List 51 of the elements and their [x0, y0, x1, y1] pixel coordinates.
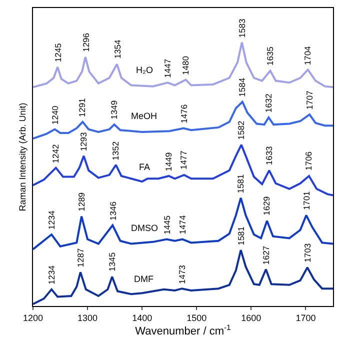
annotation: 1706 — [304, 151, 314, 170]
annotation: 1627 — [261, 246, 272, 265]
annotation: 1633 — [264, 146, 274, 166]
x-tick-label: 1300 — [78, 312, 98, 323]
annotation: 1293 — [78, 132, 88, 152]
annotation: 1476 — [178, 104, 189, 124]
x-tick-label: 1200 — [22, 312, 44, 323]
annotation: 1289 — [76, 192, 87, 212]
annotation: 1474 — [178, 215, 188, 234]
annotation: 1707 — [304, 90, 315, 110]
annotation: 1291 — [77, 98, 88, 118]
series-label: FA — [139, 162, 150, 172]
series-label: DMSO — [131, 223, 158, 233]
annotation: 1701 — [301, 190, 312, 210]
annotation: 1345 — [106, 252, 117, 272]
annotation: 1629 — [262, 196, 272, 216]
annotation: 1704 — [302, 46, 313, 66]
annotation: 1240 — [50, 105, 60, 125]
annotation: 1584 — [237, 78, 248, 97]
annotation: 1581 — [236, 226, 246, 246]
annotation: 1287 — [76, 248, 86, 268]
y-axis-title: Raman Intensity (Arb. Unit) — [17, 102, 28, 212]
annotation: 1582 — [236, 120, 246, 140]
x-tick-label: 1700 — [296, 312, 316, 323]
annotation: 1477 — [178, 150, 189, 170]
annotation: 1632 — [264, 93, 274, 113]
annotation: 1234 — [46, 210, 57, 230]
annotation: 1349 — [109, 100, 120, 120]
annotation: 1581 — [235, 174, 246, 194]
annotation: 1346 — [108, 201, 118, 220]
x-tick-label: 1500 — [186, 312, 207, 323]
annotation: 1447 — [162, 58, 173, 78]
annotation: 1445 — [162, 215, 172, 234]
annotation: 1635 — [265, 46, 276, 66]
annotation: 1354 — [112, 39, 122, 59]
annotation: 1296 — [80, 32, 91, 52]
series-label: DMF — [134, 274, 154, 284]
annotation: 1245 — [52, 42, 63, 62]
annotation: 1352 — [110, 141, 120, 160]
x-tick-label: 1600 — [241, 312, 262, 323]
annotation: 1583 — [237, 18, 248, 38]
series-label: H₂O — [136, 65, 153, 75]
annotation: 1703 — [302, 243, 312, 262]
x-tick-label: 1400 — [132, 312, 152, 323]
series-label: MeOH — [131, 111, 158, 121]
annotation: 1242 — [50, 144, 61, 164]
annotation: 1449 — [163, 152, 174, 172]
annotation: 1473 — [176, 264, 187, 284]
annotation: 1234 — [46, 265, 57, 284]
annotation: 1480 — [180, 56, 190, 75]
x-axis-title: Wavenumber / cm$^{-1}$ — [135, 322, 231, 338]
